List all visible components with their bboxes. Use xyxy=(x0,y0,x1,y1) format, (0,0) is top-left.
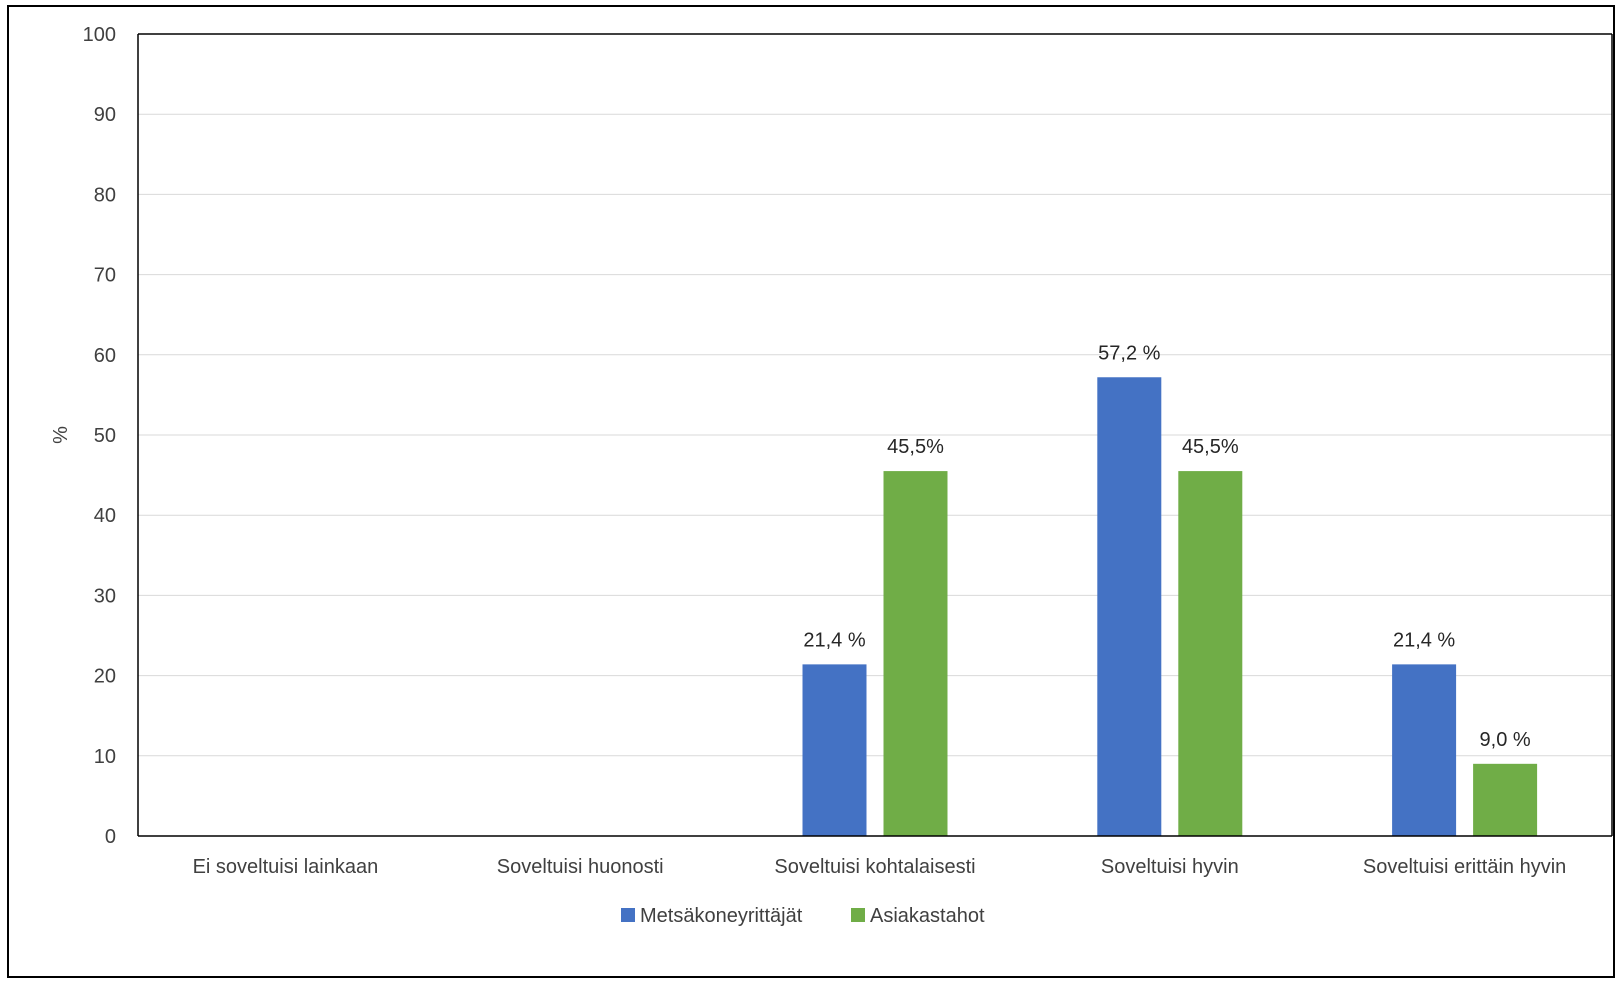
legend-label: Metsäkoneyrittäjät xyxy=(640,905,803,927)
x-tick-label: Soveltuisi huonosti xyxy=(497,856,664,878)
y-tick-label: 50 xyxy=(94,425,116,447)
x-tick-label: Soveltuisi hyvin xyxy=(1101,856,1239,878)
bar xyxy=(1473,763,1538,836)
y-tick-label: 90 xyxy=(94,104,116,126)
y-tick-label: 30 xyxy=(94,585,116,607)
data-label: 21,4 % xyxy=(1393,629,1455,651)
data-labels: 21,4 % 45,5% 57,2 % 45,5% 21,4 % 9,0 % xyxy=(803,342,1531,751)
y-tick-label: 80 xyxy=(94,184,116,206)
x-tick-label: Soveltuisi erittäin hyvin xyxy=(1363,856,1566,878)
y-tick-label: 60 xyxy=(94,345,116,367)
bar xyxy=(883,471,948,836)
data-label: 21,4 % xyxy=(803,629,865,651)
y-tick-label: 70 xyxy=(94,265,116,287)
legend-swatch xyxy=(851,908,865,922)
bar xyxy=(1097,377,1162,836)
bar xyxy=(1392,664,1457,836)
x-tick-label: Ei soveltuisi lainkaan xyxy=(193,856,379,878)
data-label: 45,5% xyxy=(887,436,944,458)
y-tick-label: 0 xyxy=(105,826,116,848)
y-tick-label: 10 xyxy=(94,746,116,768)
x-tick-label: Soveltuisi kohtalaisesti xyxy=(774,856,975,878)
y-axis-title: % xyxy=(50,426,72,444)
legend-swatch xyxy=(621,908,635,922)
bars xyxy=(802,377,1538,836)
y-tick-label: 40 xyxy=(94,505,116,527)
legend: Metsäkoneyrittäjät Asiakastahot xyxy=(621,905,985,927)
data-label: 57,2 % xyxy=(1098,342,1160,364)
y-tick-label: 100 xyxy=(83,24,116,46)
data-label: 45,5% xyxy=(1182,436,1239,458)
bar xyxy=(1178,471,1243,836)
legend-label: Asiakastahot xyxy=(870,905,985,927)
axes: 0 10 20 30 40 50 60 70 80 90 100% Ei soveltuisi lai… xyxy=(50,24,1613,878)
data-label: 9,0 % xyxy=(1480,729,1531,751)
bar xyxy=(802,664,867,836)
y-tick-label: 20 xyxy=(94,666,116,688)
